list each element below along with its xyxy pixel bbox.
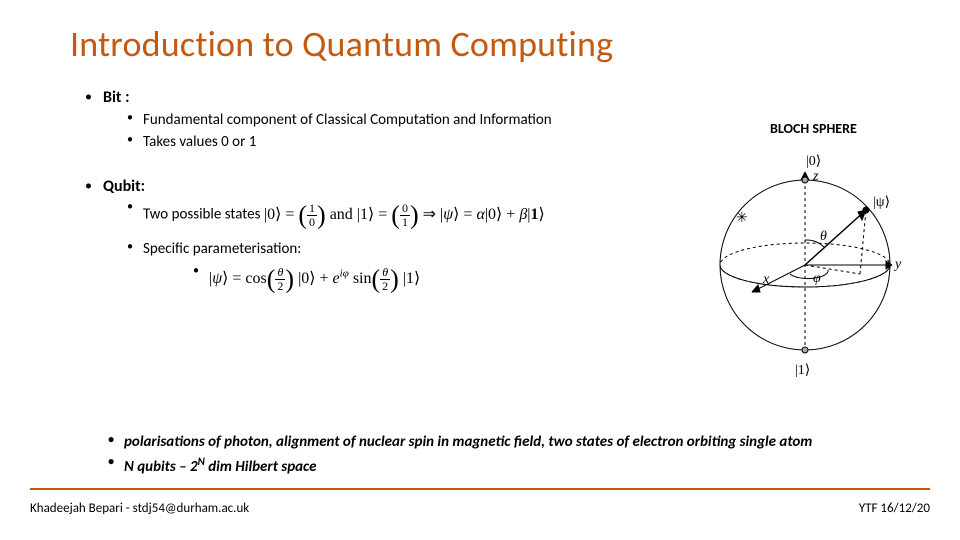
qubit-sublist: Two possible states |0⟩ = (10) and |1⟩ =… xyxy=(127,200,635,294)
implication-2: N qubits – 2N dim Hilbert space xyxy=(108,455,908,476)
bloch-sphere-icon: |0⟩ |1⟩ |ψ⟩ z y x θ φ ✳ xyxy=(680,140,930,390)
implication-2a: N qubits – 2 xyxy=(124,458,198,476)
bit-item: Bit : Fundamental component of Classical… xyxy=(85,88,635,151)
bloch-label: BLOCH SPHERE xyxy=(770,120,857,137)
footer-divider xyxy=(30,488,930,490)
bloch-y: y xyxy=(893,257,902,272)
bloch-theta: θ xyxy=(820,229,827,244)
implication-1: polarisations of photon, alignment of nu… xyxy=(108,433,908,451)
bloch-x: x xyxy=(762,272,770,287)
bit-line-1: Fundamental component of Classical Compu… xyxy=(127,111,635,129)
footer-right-text: YTF 16/12/20 xyxy=(859,501,930,516)
qubit-states: Two possible states |0⟩ = (10) and |1⟩ =… xyxy=(127,200,635,230)
implications-area: polarisations of photon, alignment of nu… xyxy=(48,429,908,480)
bloch-psi: |ψ⟩ xyxy=(873,195,890,210)
bloch-hat: ✳ xyxy=(736,211,748,226)
qubit-param-label: Specific parameterisation: xyxy=(143,240,301,258)
footer-left-text: Khadeejah Bepari - stdj54@durham.ac.uk xyxy=(30,501,249,516)
slide-title: Introduction to Quantum Computing xyxy=(70,22,613,66)
bullet-list-level1: Bit : Fundamental component of Classical… xyxy=(85,88,635,294)
content-area: Bit : Fundamental component of Classical… xyxy=(85,88,635,302)
qubit-item: Qubit: Two possible states |0⟩ = (10) an… xyxy=(85,177,635,294)
qubit-param-math: |ψ⟩ = cos(θ2) |0⟩ + eiφ sin(θ2) |1⟩ xyxy=(209,270,420,287)
qubit-param-eq: |ψ⟩ = cos(θ2) |0⟩ + eiφ sin(θ2) |1⟩ xyxy=(193,264,635,294)
qubit-states-prefix: Two possible states xyxy=(143,206,264,224)
implication-2-exp: N xyxy=(198,455,205,468)
qubit-param: Specific parameterisation: |ψ⟩ = cos(θ2)… xyxy=(127,240,635,294)
bloch-z: z xyxy=(812,169,819,184)
bit-sublist: Fundamental component of Classical Compu… xyxy=(127,111,635,151)
bloch-ket1: |1⟩ xyxy=(795,363,810,378)
implication-2b: dim Hilbert space xyxy=(205,458,317,476)
qubit-heading: Qubit: xyxy=(103,177,145,196)
qubit-states-math: |0⟩ = (10) and |1⟩ = (01) ⇒ |ψ⟩ = α|0⟩ +… xyxy=(264,206,545,223)
bit-line-2: Takes values 0 or 1 xyxy=(127,133,635,151)
bloch-ket0: |0⟩ xyxy=(806,154,821,169)
title-text: Introduction to Quantum Computing xyxy=(70,22,613,66)
qubit-param-sublist: |ψ⟩ = cos(θ2) |0⟩ + eiφ sin(θ2) |1⟩ xyxy=(193,264,635,294)
bit-heading: Bit : xyxy=(103,88,129,107)
implications-list: polarisations of photon, alignment of nu… xyxy=(108,433,908,476)
bloch-phi: φ xyxy=(813,271,821,286)
